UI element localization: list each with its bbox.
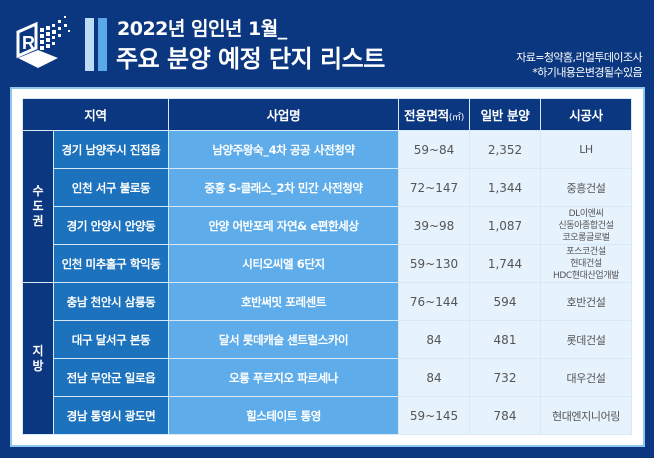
region-cell: 경기 남양주시 진접읍 xyxy=(53,130,169,169)
page-title: 주요 분양 예정 단지 리스트 xyxy=(116,45,385,73)
table-row: 경남 통영시 광도면 힐스테이트 통영 59~145 784 현대엔지니어링 xyxy=(23,396,632,435)
builder-name: 신동아종합건설 xyxy=(558,220,614,231)
apartment-list-table: 지역 사업명 전용면적(㎡) 일반 분양 시공사 수 도 권 경기 남양주시 진… xyxy=(22,98,632,435)
area-cell: 84 xyxy=(398,358,470,397)
table-row: 인천 서구 불로동 중흥 S-클래스_2차 민간 사전청약 72~147 1,3… xyxy=(23,168,632,207)
supply-cell: 1,344 xyxy=(469,168,541,207)
supply-cell: 594 xyxy=(469,282,541,321)
group-char: 수 xyxy=(32,184,44,198)
region-cell: 대구 달서구 본동 xyxy=(53,320,169,359)
builder-cell: DL이앤씨 신동아종합건설 코오롱글로벌 xyxy=(540,206,632,245)
builder-cell: 롯데건설 xyxy=(540,320,632,359)
svg-text:R: R xyxy=(22,33,35,53)
accent-bar-light xyxy=(85,18,94,71)
supply-cell: 732 xyxy=(469,358,541,397)
column-header-builder: 시공사 xyxy=(540,98,632,131)
region-cell: 충남 천안시 삼룡동 xyxy=(53,282,169,321)
area-cell: 59~145 xyxy=(398,396,470,435)
supply-cell: 784 xyxy=(469,396,541,435)
supply-cell: 1,087 xyxy=(469,206,541,245)
project-cell: 중흥 S-클래스_2차 민간 사전청약 xyxy=(168,168,399,207)
area-cell: 59~130 xyxy=(398,244,470,283)
builder-cell: 대우건설 xyxy=(540,358,632,397)
region-cell: 전남 무안군 일로읍 xyxy=(53,358,169,397)
area-cell: 39~98 xyxy=(398,206,470,245)
project-cell: 시티오씨엘 6단지 xyxy=(168,244,399,283)
table-row: 대구 달서구 본동 달서 롯데캐슬 센트럴스카이 84 481 롯데건설 xyxy=(23,320,632,359)
area-unit: (㎡) xyxy=(448,113,464,123)
region-cell: 경남 통영시 광도면 xyxy=(53,396,169,435)
group-char: 방 xyxy=(32,358,44,373)
project-cell: 오룡 푸르지오 파르세나 xyxy=(168,358,399,397)
project-cell: 남양주왕숙_4차 공공 사전청약 xyxy=(168,130,399,169)
area-cell: 72~147 xyxy=(398,168,470,207)
table-row: 인천 미추홀구 학익동 시티오씨엘 6단지 59~130 1,744 포스코건설… xyxy=(23,244,632,283)
source-text: 자료=청약홈,리얼투데이조사 xyxy=(516,51,642,64)
disclaimer-text: *하기내용은변경될수있음 xyxy=(532,66,642,79)
builder-cell: 포스코건설 현대건설 HDC현대산업개발 xyxy=(540,244,632,283)
builder-name: DL이앤씨 xyxy=(568,208,604,219)
project-cell: 호반써밋 포레센트 xyxy=(168,282,399,321)
source-note: 자료=청약홈,리얼투데이조사 *하기내용은변경될수있음 xyxy=(516,50,642,80)
project-cell: 힐스테이트 통영 xyxy=(168,396,399,435)
supply-cell: 2,352 xyxy=(469,130,541,169)
column-header-area: 전용면적(㎡) xyxy=(398,98,470,131)
accent-bar xyxy=(98,18,107,71)
table-row: 수 도 권 경기 남양주시 진접읍 남양주왕숙_4차 공공 사전청약 59~84… xyxy=(22,130,632,283)
area-cell: 84 xyxy=(398,320,470,359)
builder-cell: 호반건설 xyxy=(540,282,632,321)
group-capital-area: 수 도 권 xyxy=(22,130,54,283)
title-line-1: 2022년 임인년 1월_ xyxy=(117,18,287,40)
area-label: 전용면적 xyxy=(404,108,449,123)
area-cell: 76~144 xyxy=(398,282,470,321)
supply-cell: 481 xyxy=(469,320,541,359)
builder-name: 현대건설 xyxy=(570,258,602,269)
builder-name: 포스코건설 xyxy=(566,246,606,257)
group-char: 지 xyxy=(32,343,44,358)
group-provinces: 지 방 xyxy=(22,282,54,435)
title-accent-bars xyxy=(85,18,107,71)
region-cell: 경기 안양시 안양동 xyxy=(53,206,169,245)
column-header-region: 지역 xyxy=(22,98,169,131)
table-row: 경기 안양시 안양동 안양 어반포레 자연& e편한세상 39~98 1,087… xyxy=(23,206,632,245)
supply-cell: 1,744 xyxy=(469,244,541,283)
table-row: 전남 무안군 일로읍 오룡 푸르지오 파르세나 84 732 대우건설 xyxy=(23,358,632,397)
builder-cell: LH xyxy=(540,130,632,169)
region-cell: 인천 미추홀구 학익동 xyxy=(53,244,169,283)
project-cell: 안양 어반포레 자연& e편한세상 xyxy=(168,206,399,245)
builder-name: HDC현대산업개발 xyxy=(552,270,620,281)
area-cell: 59~84 xyxy=(398,130,470,169)
column-header-project: 사업명 xyxy=(168,98,399,131)
region-cell: 인천 서구 불로동 xyxy=(53,168,169,207)
table-row: 지 방 충남 천안시 삼룡동 호반써밋 포레센트 76~144 594 호반건설 xyxy=(22,282,632,435)
builder-cell: 중흥건설 xyxy=(540,168,632,207)
table-header-row: 지역 사업명 전용면적(㎡) 일반 분양 시공사 xyxy=(22,98,632,131)
project-cell: 달서 롯데캐슬 센트럴스카이 xyxy=(168,320,399,359)
r-cube-logo-icon: R xyxy=(16,16,70,68)
builder-cell: 현대엔지니어링 xyxy=(540,396,632,435)
group-char: 도 xyxy=(32,199,44,213)
group-char: 권 xyxy=(32,214,44,228)
column-header-supply: 일반 분양 xyxy=(469,98,541,131)
builder-name: 코오롱글로벌 xyxy=(562,232,610,243)
